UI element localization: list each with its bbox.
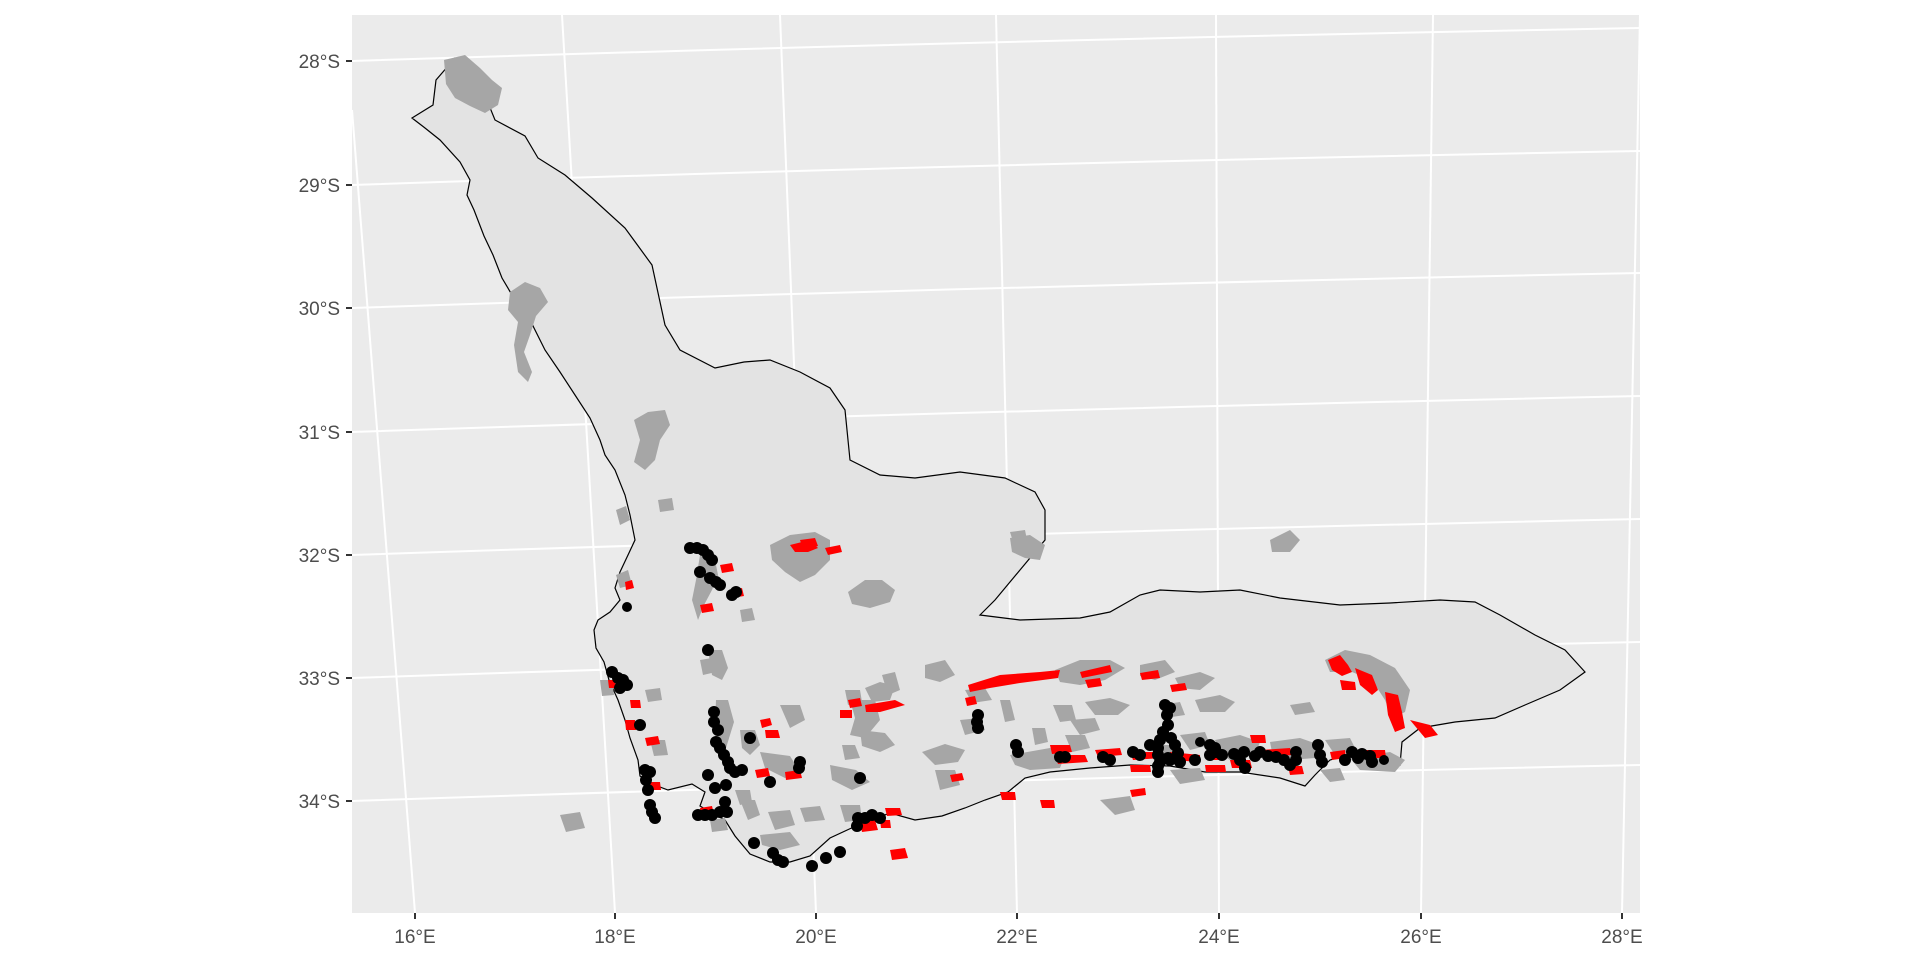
x-tick-label-22E: 22°E bbox=[996, 927, 1037, 948]
x-tick-label-24E: 24°E bbox=[1198, 927, 1239, 948]
x-tick-label-20E: 20°E bbox=[795, 927, 836, 948]
x-axis: 16°E 18°E 20°E 22°E 24°E 26°E 28°E bbox=[394, 913, 1643, 948]
occurrence-points bbox=[606, 542, 1389, 872]
y-tick-label-32S: 32°S bbox=[299, 546, 340, 567]
x-tick-label-16E: 16°E bbox=[394, 927, 435, 948]
x-tick-label-18E: 18°E bbox=[594, 927, 635, 948]
y-tick-label-34S: 34°S bbox=[299, 792, 340, 813]
x-tick-label-26E: 26°E bbox=[1400, 927, 1441, 948]
y-tick-label-30S: 30°S bbox=[299, 299, 340, 320]
y-tick-label-33S: 33°S bbox=[299, 669, 340, 690]
y-tick-label-28S: 28°S bbox=[299, 52, 340, 73]
x-tick-label-28E: 28°E bbox=[1601, 927, 1642, 948]
y-axis: 28°S 29°S 30°S 31°S 32°S 33°S 34°S bbox=[299, 52, 352, 813]
y-tick-label-31S: 31°S bbox=[299, 423, 340, 444]
y-tick-label-29S: 29°S bbox=[299, 176, 340, 197]
